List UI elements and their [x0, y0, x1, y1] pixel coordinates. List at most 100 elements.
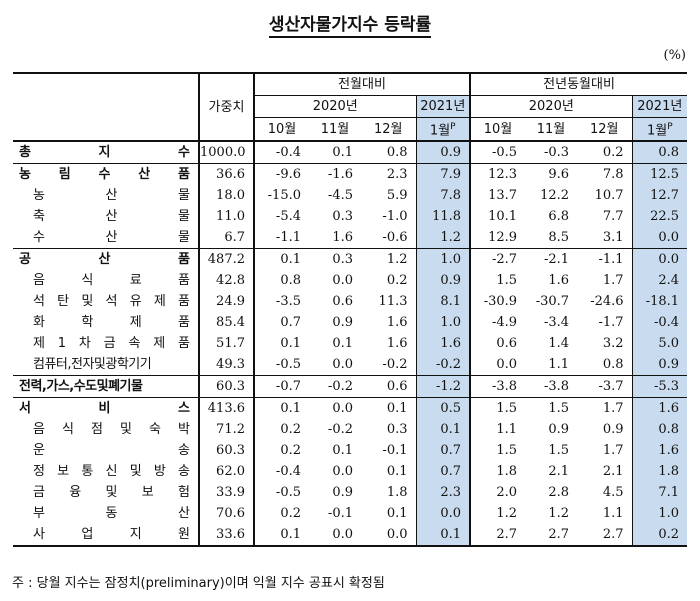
mom-cell: 1.6	[386, 336, 408, 352]
yoy-cell: 1.5	[548, 443, 570, 459]
mom-cell: 0.1	[253, 524, 309, 548]
yoy-cell: 2.7	[525, 524, 578, 548]
mom-cell: 0.1	[253, 248, 309, 271]
yoy-cell: 12.5	[631, 163, 688, 186]
yoy-cell: 0.0	[469, 354, 526, 376]
mom-cell: -0.1	[327, 506, 353, 522]
yoy-cell: 4.5	[602, 485, 624, 501]
mom-cell: 0.1	[415, 524, 471, 548]
weight-cell: 60.3	[198, 440, 254, 462]
table-row: 축 산 물 11.0 -5.4 0.3 -1.0 11.8 10.1 6.8 7.7 22.5	[13, 206, 688, 228]
mom-cell: 0.6	[361, 375, 416, 398]
mom-cell: 0.9	[332, 315, 353, 331]
yoy-cell: 1.5	[469, 440, 526, 462]
yoy-cell: -3.4	[543, 315, 570, 331]
yoy-cell: -3.8	[525, 375, 578, 398]
mom-cell: 0.7	[415, 461, 471, 483]
yoy-cell: 0.8	[602, 357, 624, 373]
table-row: 화 학 제 품 85.4 0.7 0.9 1.6 1.0 -4.9 -3.4 -1.7 -0.4	[13, 312, 688, 334]
mom-cell: 0.0	[309, 397, 361, 420]
row-label-text: 컴퓨터,전자및광학기기	[33, 357, 152, 373]
yoy-cell: 7.1	[631, 482, 688, 504]
mom-cell: 0.0	[415, 503, 471, 525]
yoy-cell: 3.2	[602, 336, 624, 352]
header-blank	[13, 71, 199, 143]
mom-cell: -0.7	[253, 375, 309, 398]
yoy-cell: 1.0	[631, 503, 688, 525]
yoy-cell: 12.2	[540, 188, 570, 204]
mom-cell: -0.5	[253, 482, 309, 504]
weight-cell: 18.0	[198, 185, 254, 207]
mom-cell: 0.2	[386, 273, 408, 289]
mom-cell: 7.8	[415, 185, 471, 207]
header-mom-jan: 1월P	[415, 117, 471, 143]
mom-cell: 0.1	[332, 443, 353, 459]
header-mom-2020: 2020년	[253, 95, 416, 118]
mom-cell: 2.3	[361, 163, 416, 186]
yoy-cell: -24.6	[590, 294, 624, 310]
yoy-cell: 1.1	[548, 357, 570, 373]
yoy-cell: -0.3	[525, 140, 578, 164]
mom-cell: 1.0	[415, 312, 471, 334]
yoy-cell: 1.5	[469, 397, 526, 420]
mom-cell: 0.2	[253, 419, 309, 441]
table-row: 농 산 물 18.0 -15.0 -4.5 5.9 7.8 13.7 12.2 10.7 12.7	[13, 185, 688, 207]
yoy-cell: 1.2	[469, 503, 526, 525]
yoy-cell: 6.8	[548, 209, 570, 225]
unit-label: (%)	[663, 48, 687, 63]
weight-cell: 33.6	[198, 524, 254, 548]
yoy-cell: 0.2	[631, 524, 688, 548]
table-row: 석 탄 및 석 유 제 품 24.9 -3.5 0.6 11.3 8.1 -30.9 -30.7 -24.6…	[13, 291, 688, 313]
mom-cell: 5.9	[386, 188, 408, 204]
table-row: 운 송 60.3 0.2 0.1 -0.1 0.7 1.5 1.5 1.7 1.6	[13, 440, 688, 462]
mom-cell: 0.1	[386, 506, 408, 522]
mom-cell: -0.1	[382, 443, 408, 459]
table-row: 총 지 수 1000.0 -0.4 0.1 0.8 0.9 -0.5 -0.3 0.2 0.8	[13, 140, 688, 164]
weight-cell: 85.4	[198, 312, 254, 334]
mom-cell: 0.0	[361, 524, 416, 548]
mom-cell: 0.0	[332, 273, 353, 289]
yoy-cell: 12.3	[469, 163, 526, 186]
mom-cell: 0.3	[309, 248, 361, 271]
mom-cell: 0.0	[309, 524, 361, 548]
mom-cell: -4.5	[327, 188, 353, 204]
yoy-cell: 10.7	[594, 188, 624, 204]
yoy-cell: 1.7	[602, 273, 624, 289]
header-mom: 전월대비	[252, 72, 471, 96]
mom-cell: 0.1	[415, 419, 471, 441]
yoy-cell: 7.7	[602, 209, 624, 225]
mom-cell: 0.9	[332, 485, 353, 501]
yoy-cell: 3.1	[602, 230, 624, 246]
row-label: 컴퓨터,전자및광학기기	[13, 354, 199, 376]
header-mom-2021: 2021년	[415, 95, 471, 118]
yoy-cell: -0.5	[469, 140, 526, 164]
mom-cell: -0.6	[382, 230, 408, 246]
yoy-cell: 2.1	[602, 464, 624, 480]
yoy-cell: 2.7	[577, 524, 633, 548]
yoy-cell: 5.0	[631, 333, 688, 355]
yoy-cell: 2.4	[631, 270, 688, 292]
mom-cell: 0.3	[332, 209, 353, 225]
weight-cell: 60.3	[198, 375, 254, 398]
price-index-table: 가중치 전월대비 전년동월대비 2020년 2021년 2020년 2021년 …	[13, 71, 688, 548]
yoy-cell: 0.2	[577, 140, 633, 164]
mom-cell: 8.1	[415, 291, 471, 313]
yoy-cell: 0.9	[548, 422, 570, 438]
table-row: 서 비 스 413.6 0.1 0.0 0.1 0.5 1.5 1.5 1.7 1.6	[13, 397, 688, 420]
mom-cell: -0.5	[253, 354, 309, 376]
table-row: 정 보 통 신 및 방 송 62.0 -0.4 0.0 0.1 0.7 1.8 2.1 2.1 1.8	[13, 461, 688, 483]
header-yoy-dec: 12월	[577, 117, 633, 143]
yoy-cell: 1.6	[548, 273, 570, 289]
weight-cell: 71.2	[198, 419, 254, 441]
